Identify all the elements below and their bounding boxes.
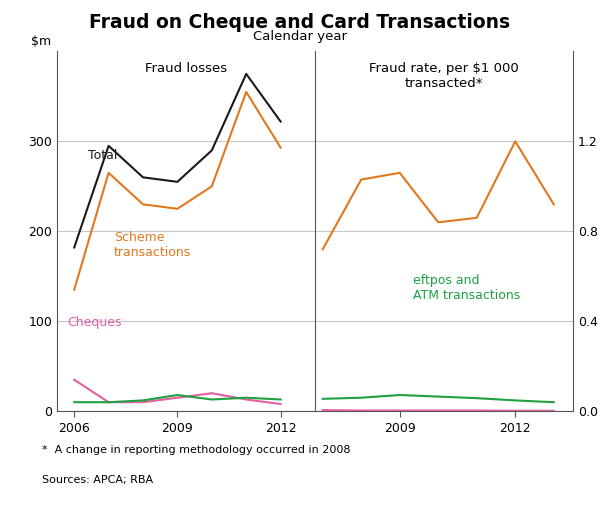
Text: Calendar year: Calendar year bbox=[253, 30, 347, 43]
Text: Fraud on Cheque and Card Transactions: Fraud on Cheque and Card Transactions bbox=[89, 13, 511, 32]
Text: Sources: APCA; RBA: Sources: APCA; RBA bbox=[42, 475, 153, 485]
Text: Total: Total bbox=[88, 149, 118, 161]
Text: Fraud rate, per $1 000
transacted*: Fraud rate, per $1 000 transacted* bbox=[369, 62, 519, 90]
Text: Scheme
transactions: Scheme transactions bbox=[114, 231, 191, 259]
Text: $: $ bbox=[599, 35, 600, 48]
Text: *  A change in reporting methodology occurred in 2008: * A change in reporting methodology occu… bbox=[42, 445, 350, 454]
Text: eftpos and
ATM transactions: eftpos and ATM transactions bbox=[413, 274, 520, 302]
Text: $m: $m bbox=[31, 35, 52, 48]
Text: Cheques: Cheques bbox=[67, 316, 122, 329]
Text: Fraud losses: Fraud losses bbox=[145, 62, 227, 75]
